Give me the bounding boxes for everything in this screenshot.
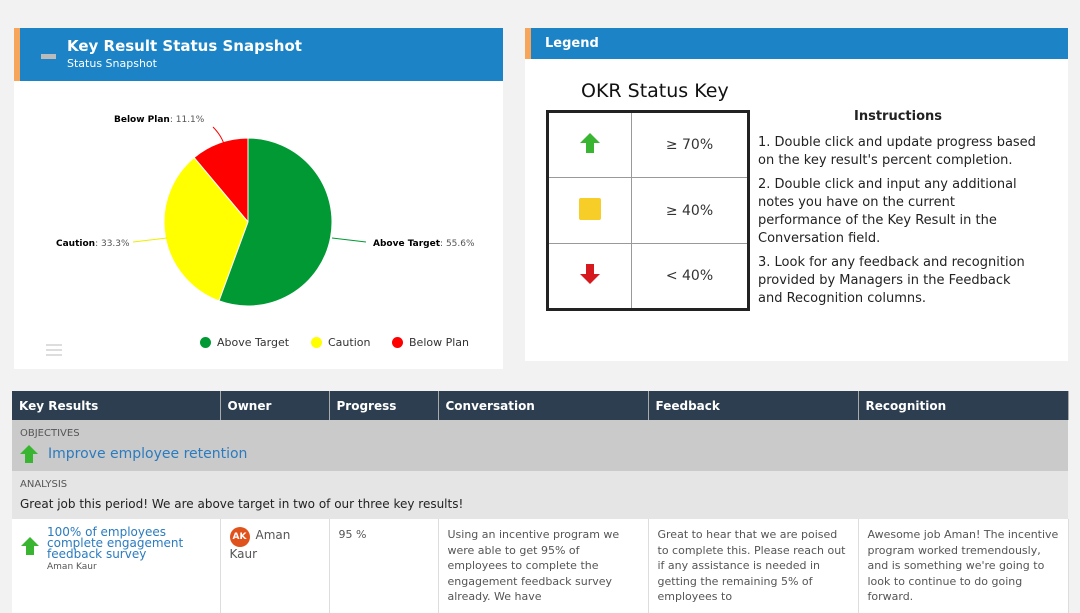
column-header[interactable]: Feedback: [648, 391, 859, 420]
key-results-table: Key Results Owner Progress Conversation …: [12, 391, 1069, 613]
green-up-arrow-icon: [21, 537, 39, 555]
key-threshold: ≥ 70%: [631, 111, 749, 178]
instructions-title: Instructions: [853, 109, 942, 124]
objective-row: OBJECTIVES Improve employee retention: [12, 420, 1068, 471]
red-down-arrow-icon: [580, 264, 600, 284]
legend-above-target[interactable]: Above Target: [200, 336, 289, 349]
conversation-cell[interactable]: Using an incentive program we were able …: [438, 519, 649, 613]
data-label-above-target: Above Target: 55.6%: [373, 239, 475, 249]
legend-label: Below Plan: [409, 336, 469, 349]
instruction-item: 1. Double click and update progress base…: [758, 135, 1036, 168]
green-up-arrow-icon: [580, 133, 600, 153]
key-result-link[interactable]: 100% of employees complete engagement fe…: [47, 525, 184, 561]
panel-header: Key Result Status Snapshot Status Snapsh…: [14, 28, 503, 81]
panel-title: Key Result Status Snapshot: [67, 37, 302, 55]
legend-panel: Legend OKR Status Key ≥ 70% ≥ 40% < 40% …: [525, 28, 1068, 361]
feedback-cell[interactable]: Great to hear that we are poised to comp…: [648, 519, 859, 613]
column-header[interactable]: Conversation: [438, 391, 649, 420]
status-snapshot-panel: Key Result Status Snapshot Status Snapsh…: [14, 28, 503, 369]
column-header[interactable]: Owner: [220, 391, 330, 420]
instruction-item: 2. Double click and input any additional…: [758, 177, 1017, 246]
label-line: [331, 237, 367, 243]
pie-chart: Above Target: 55.6% Caution: 33.3% Below…: [56, 115, 475, 307]
legend-below-plan[interactable]: Below Plan: [392, 336, 469, 349]
legend-label: Caution: [328, 336, 371, 349]
panel-header: Legend: [525, 28, 1068, 59]
panel-title: Legend: [545, 36, 599, 51]
chart-menu-icon[interactable]: [46, 344, 62, 359]
progress-value[interactable]: 95 %: [329, 519, 439, 613]
label-line: [212, 126, 227, 153]
panel-subtitle: Status Snapshot: [67, 57, 157, 70]
table-row[interactable]: 100% of employees complete engagement fe…: [12, 519, 1069, 613]
instruction-item: 3. Look for any feedback and recognition…: [758, 255, 1025, 306]
objective-link[interactable]: Improve employee retention: [48, 446, 248, 462]
key-threshold: < 40%: [631, 243, 749, 310]
column-header[interactable]: Recognition: [858, 391, 1069, 420]
key-title: OKR Status Key: [581, 80, 729, 102]
column-header[interactable]: Progress: [329, 391, 439, 420]
legend-label: Above Target: [217, 336, 290, 349]
analysis-text: Great job this period! We are above targ…: [20, 497, 464, 511]
data-label-below-plan: Below Plan: 11.1%: [114, 115, 205, 125]
analysis-row: ANALYSIS Great job this period! We are a…: [12, 471, 1068, 519]
key-threshold: ≥ 40%: [631, 177, 749, 244]
status-key-table: ≥ 70% ≥ 40% < 40%: [546, 110, 750, 311]
owner-name: Aman Kaur: [229, 528, 291, 561]
green-up-arrow-icon: [20, 445, 38, 463]
key-result-owner: Aman Kaur: [47, 562, 97, 572]
label-line: [132, 237, 168, 243]
recognition-cell[interactable]: Awesome job Aman! The incentive program …: [858, 519, 1069, 613]
analysis-label: ANALYSIS: [20, 479, 68, 490]
pie-slice-above-target[interactable]: [218, 137, 333, 307]
instructions: Instructions 1. Double click and update …: [758, 108, 1038, 314]
yellow-square-icon: [579, 197, 601, 220]
objectives-label: OBJECTIVES: [20, 428, 80, 439]
collapse-icon[interactable]: [41, 54, 56, 59]
data-label-caution: Caution: 33.3%: [56, 239, 130, 249]
legend-caution[interactable]: Caution: [311, 336, 370, 349]
avatar: AK: [229, 527, 250, 547]
pie-slice-caution[interactable]: [163, 156, 249, 302]
column-header[interactable]: Key Results: [12, 391, 221, 420]
